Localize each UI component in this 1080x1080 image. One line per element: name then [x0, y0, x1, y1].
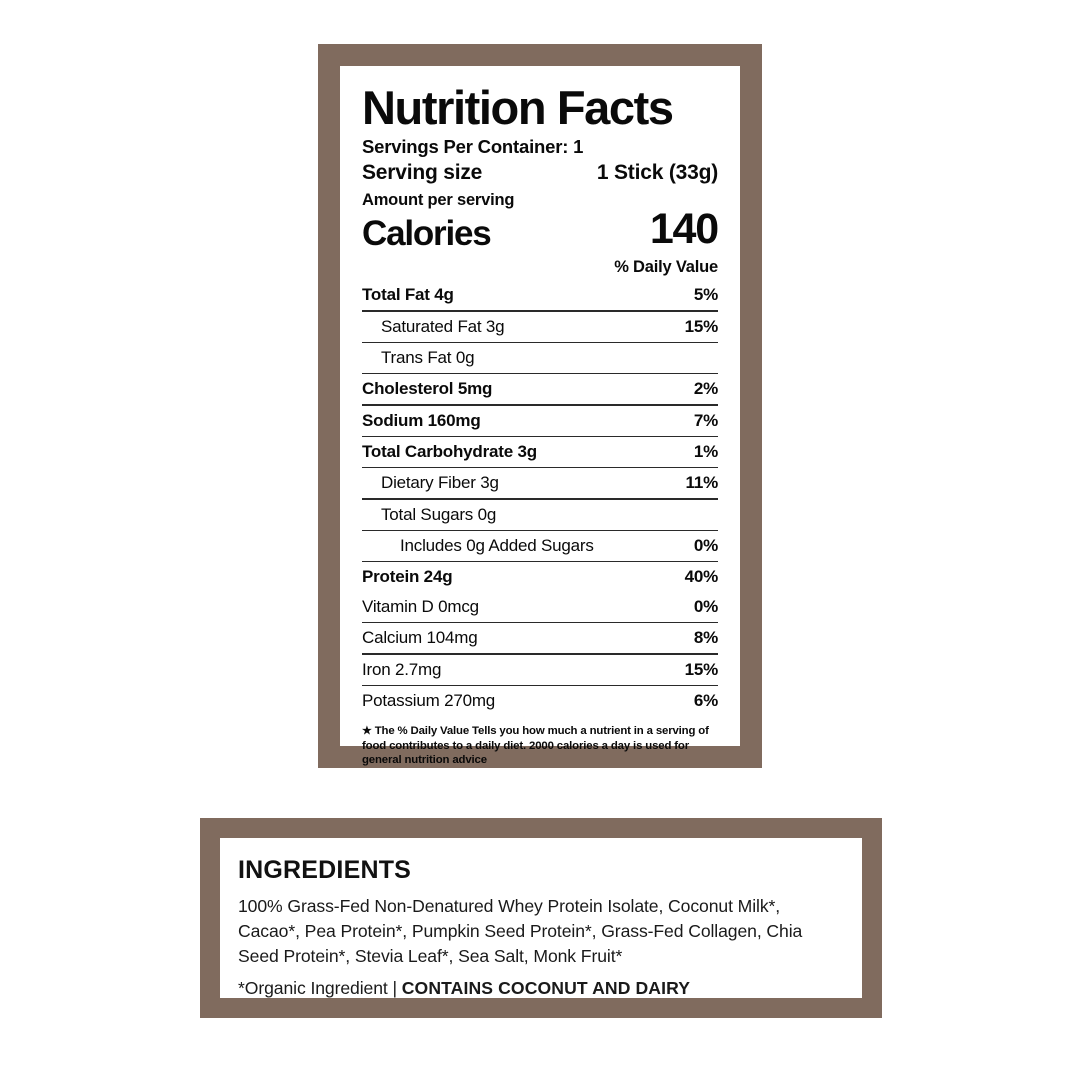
nutrient-daily-value: 8% [693, 628, 718, 648]
allergen-statement: CONTAINS COCONUT AND DAIRY [401, 977, 691, 998]
nutrient-daily-value: 40% [684, 567, 719, 587]
row-divider [362, 684, 718, 686]
nutrient-name: Protein 24g [362, 567, 453, 587]
nutrient-row: Total Carbohydrate 3g 1% [362, 437, 718, 467]
nutrient-daily-value: 0% [693, 597, 718, 617]
nutrient-name: Total Carbohydrate 3g [362, 441, 537, 461]
nutrition-facts-title: Nutrition Facts [362, 81, 674, 134]
ingredients-title: INGREDIENTS [238, 856, 412, 884]
servings-per-container: Servings Per Container: 1 [362, 135, 584, 157]
serving-size-value: 1 Stick (33g) [596, 161, 718, 185]
nutrient-daily-value: 6% [693, 691, 718, 710]
nutrient-name: Total Sugars 0g [381, 504, 497, 524]
nutrient-row: Vitamin D 0mcg 0% [362, 592, 718, 622]
row-divider [362, 529, 718, 531]
calories-row: Calories 140 [362, 204, 719, 253]
ingredients-frame: INGREDIENTS 100% Grass-Fed Non-Denatured… [200, 818, 882, 1018]
row-divider [362, 310, 718, 312]
nutrient-row: Iron 2.7mg 15% [362, 655, 718, 685]
nutrient-row: Trans Fat 0g [362, 343, 718, 373]
organic-ingredient-note: *Organic Ingredient | [238, 977, 402, 998]
daily-value-header: % Daily Value [614, 258, 718, 277]
nutrient-row: Total Fat 4g 5% [362, 280, 718, 310]
amount-per-serving-label: Amount per serving [362, 190, 515, 209]
calories-label: Calories [362, 213, 492, 253]
nutrient-name: Saturated Fat 3g [381, 316, 505, 336]
row-divider [362, 373, 718, 375]
nutrient-name: Vitamin D 0mcg [362, 597, 479, 617]
nutrient-daily-value: 2% [693, 379, 718, 399]
nutrient-daily-value: 11% [685, 473, 719, 493]
nutrient-row: Includes 0g Added Sugars 0% [362, 531, 718, 561]
nutrient-daily-value: 15% [684, 316, 719, 336]
ingredients-panel: INGREDIENTS 100% Grass-Fed Non-Denatured… [220, 838, 862, 998]
row-divider [362, 622, 718, 624]
daily-value-footnote: ★ The % Daily Value Tells you how much a… [362, 724, 718, 768]
nutrition-facts-panel: Nutrition Facts Servings Per Container: … [340, 66, 740, 766]
nutrient-name: Iron 2.7mg [362, 659, 442, 679]
nutrient-name: Dietary Fiber 3g [381, 473, 499, 493]
nutrient-daily-value: 15% [684, 659, 719, 679]
nutrient-row: Total Sugars 0g [362, 500, 718, 530]
row-divider [362, 560, 718, 563]
nutrient-row: Saturated Fat 3g 15% [362, 312, 718, 342]
nutrient-daily-value: 0% [693, 535, 718, 555]
nutrient-name: Sodium 160mg [362, 410, 481, 430]
nutrient-name: Cholesterol 5mg [362, 379, 493, 399]
calories-value: 140 [649, 204, 719, 253]
serving-size-label: Serving size [362, 161, 483, 185]
row-divider [362, 341, 718, 344]
footnote-text: The % Daily Value Tells you how much a n… [362, 725, 709, 767]
row-divider [362, 498, 718, 500]
ingredients-note: *Organic Ingredient | CONTAINS COCONUT A… [238, 978, 840, 999]
micronutrient-rows: Vitamin D 0mcg 0% Calcium 104mg 8% Iron 2.7m… [362, 592, 718, 716]
nutrient-daily-value: 7% [693, 410, 718, 430]
nutrition-facts-frame: Nutrition Facts Servings Per Container: … [318, 44, 762, 768]
serving-size-row: Serving size 1 Stick (33g) [362, 159, 718, 186]
row-divider [362, 466, 718, 469]
row-divider [362, 653, 718, 655]
row-divider [362, 435, 718, 437]
row-divider [362, 404, 718, 406]
nutrient-daily-value: 1% [693, 441, 718, 461]
nutrient-name: Potassium 270mg [362, 691, 496, 710]
nutrient-daily-value: 5% [693, 285, 718, 305]
nutrient-rows: Total Fat 4g 5% Saturated Fat 3g 15% Trans F… [362, 280, 718, 592]
nutrient-name: Trans Fat 0g [381, 348, 475, 368]
nutrient-row: Protein 24g 40% [362, 562, 718, 592]
nutrient-row: Cholesterol 5mg 2% [362, 374, 718, 404]
ingredients-list: 100% Grass-Fed Non-Denatured Whey Protei… [238, 896, 803, 966]
nutrient-name: Calcium 104mg [362, 628, 478, 648]
nutrient-row: Calcium 104mg 8% [362, 623, 718, 653]
nutrient-row: Sodium 160mg 7% [362, 406, 718, 436]
nutrient-row: Potassium 270mg 6% [362, 686, 718, 716]
nutrient-name: Includes 0g Added Sugars [400, 535, 594, 555]
nutrient-row: Dietary Fiber 3g 11% [362, 468, 718, 498]
footnote-star-icon: ★ [362, 725, 372, 737]
nutrient-name: Total Fat 4g [362, 285, 454, 305]
